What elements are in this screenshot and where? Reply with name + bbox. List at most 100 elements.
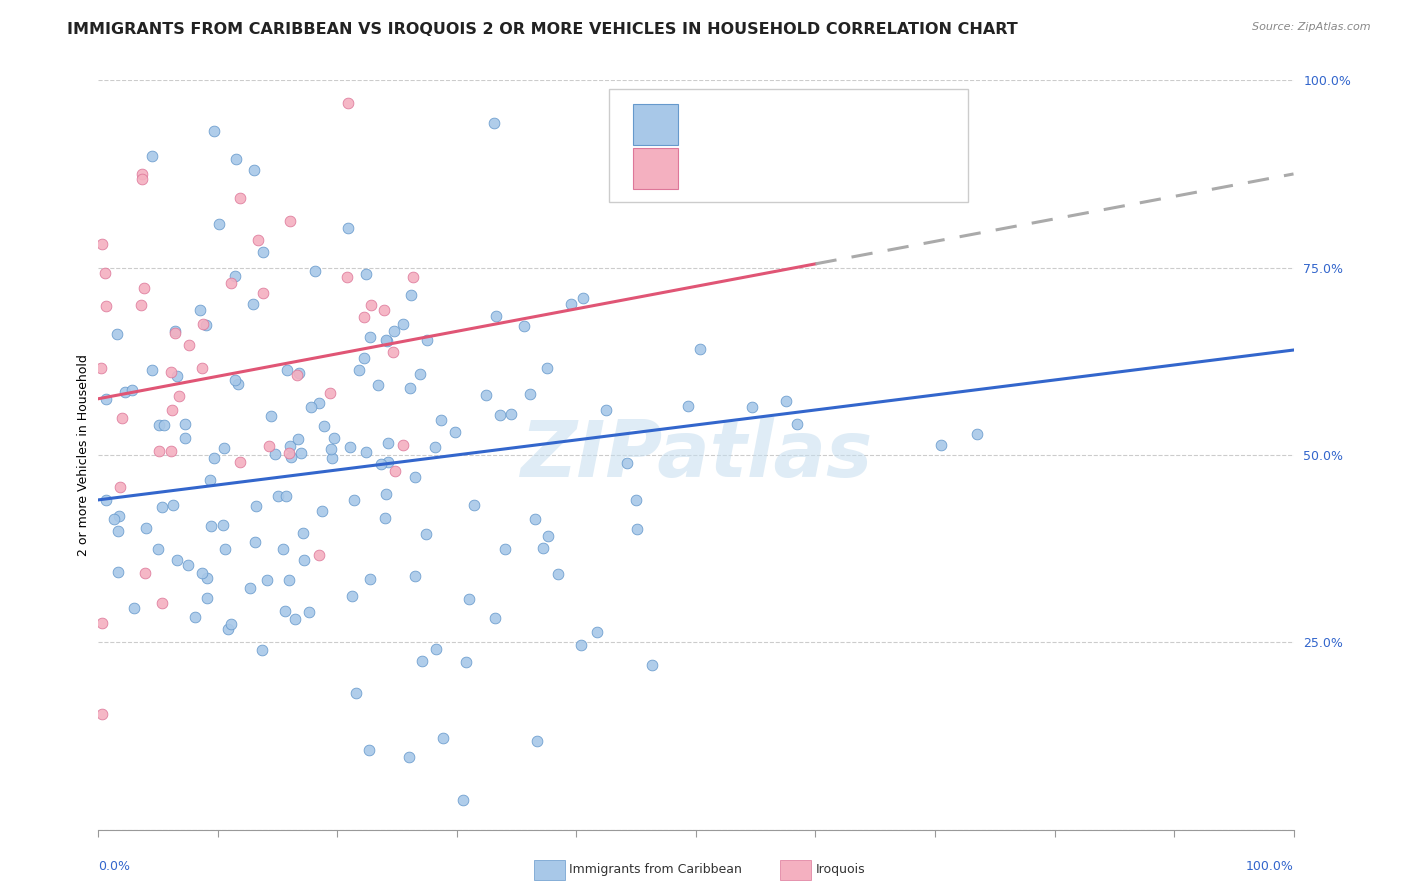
Point <box>311 504 333 518</box>
Point <box>96 392 118 407</box>
Point <box>287 366 309 380</box>
Point <box>453 792 475 806</box>
Point <box>202 124 225 138</box>
Point <box>252 285 274 300</box>
Point <box>595 402 617 417</box>
Point <box>131 167 153 181</box>
Point <box>91 237 114 252</box>
Point <box>284 612 307 626</box>
Point <box>165 324 187 338</box>
Point <box>256 574 278 588</box>
Point <box>131 172 153 186</box>
Point <box>485 309 508 323</box>
Point <box>536 361 558 376</box>
Point <box>280 450 302 464</box>
Point <box>499 407 522 421</box>
Point <box>162 498 184 512</box>
Point <box>242 297 264 311</box>
Point <box>184 610 207 624</box>
Point <box>194 318 217 332</box>
Point <box>141 363 163 377</box>
Point <box>191 317 214 331</box>
Point <box>402 269 425 284</box>
Point <box>526 734 548 748</box>
Y-axis label: 2 or more Vehicles in Household: 2 or more Vehicles in Household <box>77 354 90 556</box>
Point <box>931 438 953 452</box>
Point <box>360 298 382 312</box>
Point <box>166 369 188 384</box>
Point <box>191 360 214 375</box>
Point <box>94 266 117 280</box>
Point <box>219 276 242 290</box>
Point <box>278 214 301 228</box>
Point <box>243 163 266 178</box>
Text: Source: ZipAtlas.com: Source: ZipAtlas.com <box>1253 22 1371 32</box>
Point <box>489 408 512 422</box>
Point <box>135 521 157 535</box>
Point <box>169 389 191 403</box>
Point <box>129 297 152 311</box>
Point <box>111 411 134 425</box>
Point <box>347 363 370 377</box>
Point <box>141 149 163 163</box>
Point <box>343 492 366 507</box>
Bar <box>633 104 678 145</box>
Point <box>337 221 360 235</box>
Point <box>267 489 290 503</box>
Point <box>166 553 188 567</box>
Point <box>444 425 467 439</box>
Point <box>354 445 377 459</box>
Point <box>569 638 592 652</box>
Point <box>384 324 406 338</box>
Point <box>370 458 392 472</box>
Point <box>177 558 200 573</box>
Point <box>560 297 582 311</box>
Point <box>775 393 797 408</box>
Point <box>432 731 454 745</box>
Point <box>153 417 176 432</box>
Point <box>285 368 308 382</box>
Point <box>105 326 128 341</box>
Point <box>273 541 295 556</box>
Point <box>197 591 219 605</box>
Point <box>224 269 246 284</box>
Point <box>484 611 506 625</box>
Point <box>457 591 479 606</box>
Point <box>353 351 375 365</box>
Point <box>252 643 274 657</box>
Point <box>966 426 988 441</box>
Point <box>177 338 200 352</box>
Point <box>605 175 627 189</box>
Point <box>276 363 298 377</box>
Point <box>401 288 423 302</box>
Point <box>247 233 270 247</box>
Point <box>523 512 546 526</box>
Point <box>299 401 322 415</box>
Point <box>430 413 453 427</box>
Point <box>399 381 422 395</box>
Point <box>475 388 498 402</box>
Point <box>494 541 516 556</box>
Point <box>337 95 360 110</box>
Point <box>132 281 155 295</box>
Point <box>208 218 231 232</box>
Point <box>298 606 321 620</box>
Point <box>152 596 174 610</box>
Point <box>191 566 214 580</box>
Point <box>287 432 309 446</box>
Point <box>373 303 395 318</box>
Point <box>134 566 156 581</box>
Point <box>264 447 287 461</box>
Point <box>225 153 247 167</box>
Point <box>173 431 195 445</box>
Point <box>404 470 426 484</box>
Point <box>103 512 125 526</box>
Point <box>367 377 389 392</box>
Point <box>304 264 326 278</box>
Point <box>586 624 609 639</box>
Point <box>319 442 342 456</box>
Point <box>274 604 297 618</box>
Point <box>377 454 399 468</box>
Point <box>160 444 183 458</box>
Point <box>292 525 315 540</box>
